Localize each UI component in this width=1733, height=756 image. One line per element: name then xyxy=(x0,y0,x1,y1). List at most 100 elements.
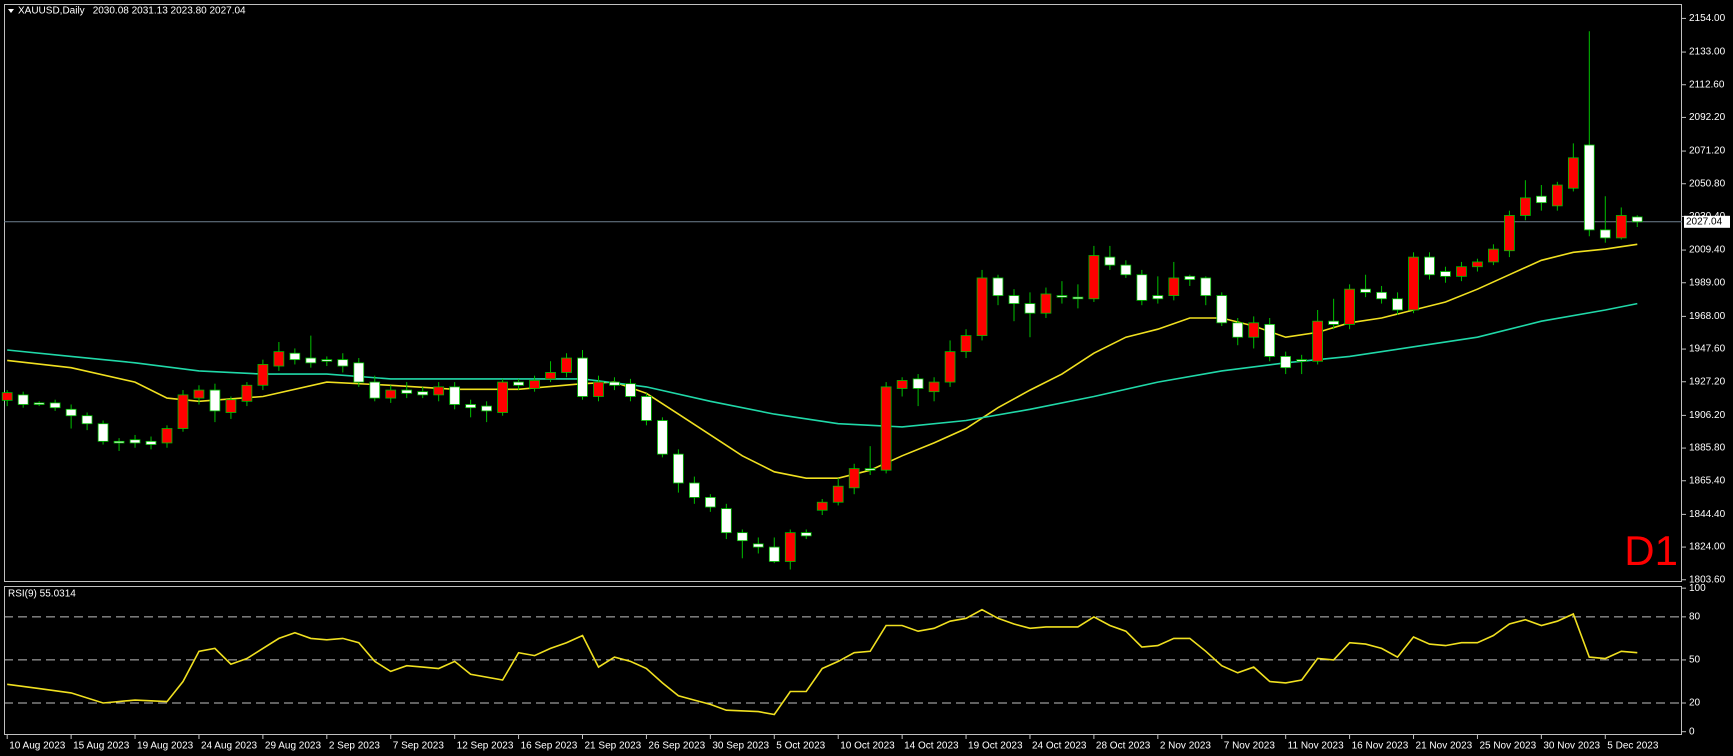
candle-body xyxy=(1104,256,1116,266)
y-tick-label: 2009.40 xyxy=(1689,245,1726,256)
rsi-panel-frame xyxy=(4,586,1682,735)
candle-body xyxy=(641,396,652,421)
candle-body xyxy=(113,440,125,444)
candle-body xyxy=(1520,197,1531,216)
candle-body xyxy=(1280,356,1292,369)
candle-body xyxy=(1631,216,1643,223)
y-tick-label: 1865.40 xyxy=(1689,475,1726,486)
candle-body xyxy=(1248,322,1260,338)
candle-body xyxy=(513,381,524,386)
candle-body xyxy=(1024,303,1036,314)
candle-body xyxy=(1200,277,1212,296)
candle-body xyxy=(1088,255,1100,300)
x-tick-label: 29 Aug 2023 xyxy=(265,741,322,752)
candle-body xyxy=(944,351,956,383)
y-tick-label: 50 xyxy=(1689,655,1701,666)
candle-body xyxy=(1344,288,1355,325)
candle-body xyxy=(321,359,333,362)
candle-body xyxy=(1120,264,1132,276)
candle-body xyxy=(1583,144,1595,231)
candle-body xyxy=(673,453,684,484)
x-tick-label: 25 Nov 2023 xyxy=(1479,741,1536,752)
candle-body xyxy=(289,352,301,361)
y-tick-label: 0 xyxy=(1689,726,1695,737)
x-tick-label: 7 Sep 2023 xyxy=(393,741,445,752)
candle-body xyxy=(385,389,397,399)
candle-body xyxy=(481,405,492,412)
x-tick-label: 2 Sep 2023 xyxy=(329,741,381,752)
x-tick-label: 21 Sep 2023 xyxy=(585,741,642,752)
x-tick-label: 21 Nov 2023 xyxy=(1416,741,1473,752)
candle-body xyxy=(1360,288,1371,293)
candle-body xyxy=(928,381,940,393)
y-tick-label: 20 xyxy=(1689,698,1701,709)
candle-body xyxy=(577,357,588,397)
candle-body xyxy=(1456,266,1467,277)
candle-body xyxy=(1424,256,1435,276)
candle-body xyxy=(193,389,205,399)
candle-body xyxy=(257,364,269,386)
candle-body xyxy=(609,381,620,386)
x-tick-label: 7 Nov 2023 xyxy=(1224,741,1276,752)
candle-body xyxy=(1615,215,1627,239)
candle-body xyxy=(337,359,349,367)
candle-body xyxy=(992,277,1004,296)
candle-body xyxy=(49,402,61,409)
x-tick-label: 24 Oct 2023 xyxy=(1032,741,1087,752)
candle-body xyxy=(864,468,876,471)
y-tick-label: 2071.20 xyxy=(1689,146,1726,157)
candle-body xyxy=(1440,271,1451,277)
candle-body xyxy=(81,415,93,425)
candle-body xyxy=(497,381,508,413)
candle-body xyxy=(369,381,381,399)
candle-body xyxy=(1392,298,1403,311)
candle-body xyxy=(1328,320,1339,325)
y-tick-label: 1803.60 xyxy=(1689,574,1726,585)
x-tick-label: 30 Nov 2023 xyxy=(1543,741,1600,752)
x-tick-label: 30 Sep 2023 xyxy=(712,741,769,752)
candle-body xyxy=(1488,248,1499,263)
candle-body xyxy=(225,399,237,413)
y-tick-label: 2092.20 xyxy=(1689,112,1726,123)
x-tick-label: 19 Aug 2023 xyxy=(137,741,194,752)
candle-body xyxy=(17,394,29,405)
candle-body xyxy=(1168,277,1180,296)
candle-body xyxy=(976,277,988,337)
candle-body xyxy=(1008,295,1020,304)
candle-body xyxy=(209,389,221,412)
candle-body xyxy=(1551,184,1563,207)
candle-body xyxy=(65,408,77,417)
candle-body xyxy=(305,357,317,364)
y-tick-label: 1927.20 xyxy=(1689,376,1726,387)
candle-body xyxy=(129,439,141,444)
candle-body xyxy=(561,357,572,373)
candle-body xyxy=(880,386,892,471)
candle-body xyxy=(1,392,13,401)
candle-body xyxy=(720,508,732,534)
candle-body xyxy=(816,501,828,511)
candle-body xyxy=(1472,261,1483,268)
candle-body xyxy=(1296,359,1308,362)
candle-body xyxy=(353,362,365,383)
candle-body xyxy=(273,351,285,367)
candle-body xyxy=(832,485,844,503)
candle-body xyxy=(1072,296,1084,300)
x-tick-label: 19 Oct 2023 xyxy=(968,741,1023,752)
y-tick-label: 80 xyxy=(1689,612,1701,623)
x-tick-label: 14 Oct 2023 xyxy=(904,741,959,752)
candle-body xyxy=(1599,229,1611,239)
indicator-title: RSI(9) 55.0314 xyxy=(8,589,76,600)
moving-average xyxy=(7,302,1638,428)
y-tick-label: 1968.00 xyxy=(1689,311,1726,322)
candle-body xyxy=(960,335,972,353)
candle-body xyxy=(545,372,556,380)
x-tick-label: 26 Sep 2023 xyxy=(648,741,705,752)
price-panel-frame xyxy=(4,4,1682,582)
candle-body xyxy=(689,482,700,498)
candle-body xyxy=(912,378,924,389)
candle-body xyxy=(1376,291,1387,300)
candle-body xyxy=(1567,157,1579,189)
x-tick-label: 5 Oct 2023 xyxy=(776,741,825,752)
candle-body xyxy=(401,389,413,394)
